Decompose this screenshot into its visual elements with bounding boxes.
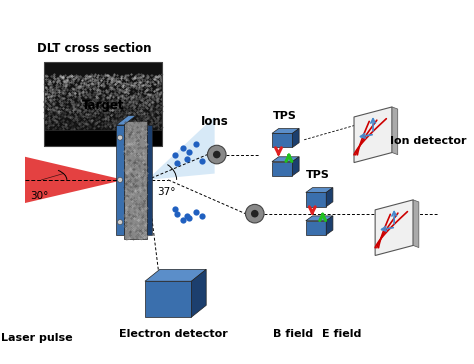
Bar [44,62,162,146]
Bar [44,62,162,146]
Circle shape [118,219,123,225]
Text: 37°: 37° [158,187,176,197]
Polygon shape [354,107,392,163]
Text: 30°: 30° [30,191,48,201]
Polygon shape [124,121,147,239]
Bar [44,130,162,146]
Circle shape [246,204,264,223]
Circle shape [118,135,123,140]
Polygon shape [116,116,136,125]
Text: DLT cross section: DLT cross section [37,42,152,55]
Polygon shape [326,188,333,207]
Polygon shape [306,193,326,207]
Text: Ions: Ions [201,115,228,128]
Polygon shape [306,188,333,193]
Polygon shape [292,157,299,176]
Polygon shape [272,128,299,133]
Polygon shape [272,133,292,147]
Polygon shape [191,269,206,317]
Circle shape [213,151,220,158]
Polygon shape [272,162,292,176]
Text: E field: E field [322,329,361,339]
Polygon shape [292,128,299,147]
Polygon shape [375,200,413,256]
Text: Ion detector: Ion detector [390,136,466,146]
Text: TPS: TPS [306,170,330,180]
Polygon shape [145,269,206,281]
Text: TPS: TPS [273,111,296,120]
Circle shape [118,177,123,182]
Circle shape [208,145,226,164]
Text: Target: Target [82,99,124,112]
Circle shape [251,210,259,217]
Text: Laser pulse: Laser pulse [1,333,73,343]
Polygon shape [25,157,124,203]
Polygon shape [326,216,333,235]
Polygon shape [147,125,152,235]
Polygon shape [272,157,299,162]
Polygon shape [306,221,326,235]
Polygon shape [413,200,419,248]
Polygon shape [392,107,398,155]
Polygon shape [145,281,191,317]
Text: Electron detector: Electron detector [119,329,228,339]
Text: B field: B field [273,329,313,339]
Polygon shape [116,125,124,235]
Polygon shape [306,216,333,221]
Polygon shape [147,116,215,180]
